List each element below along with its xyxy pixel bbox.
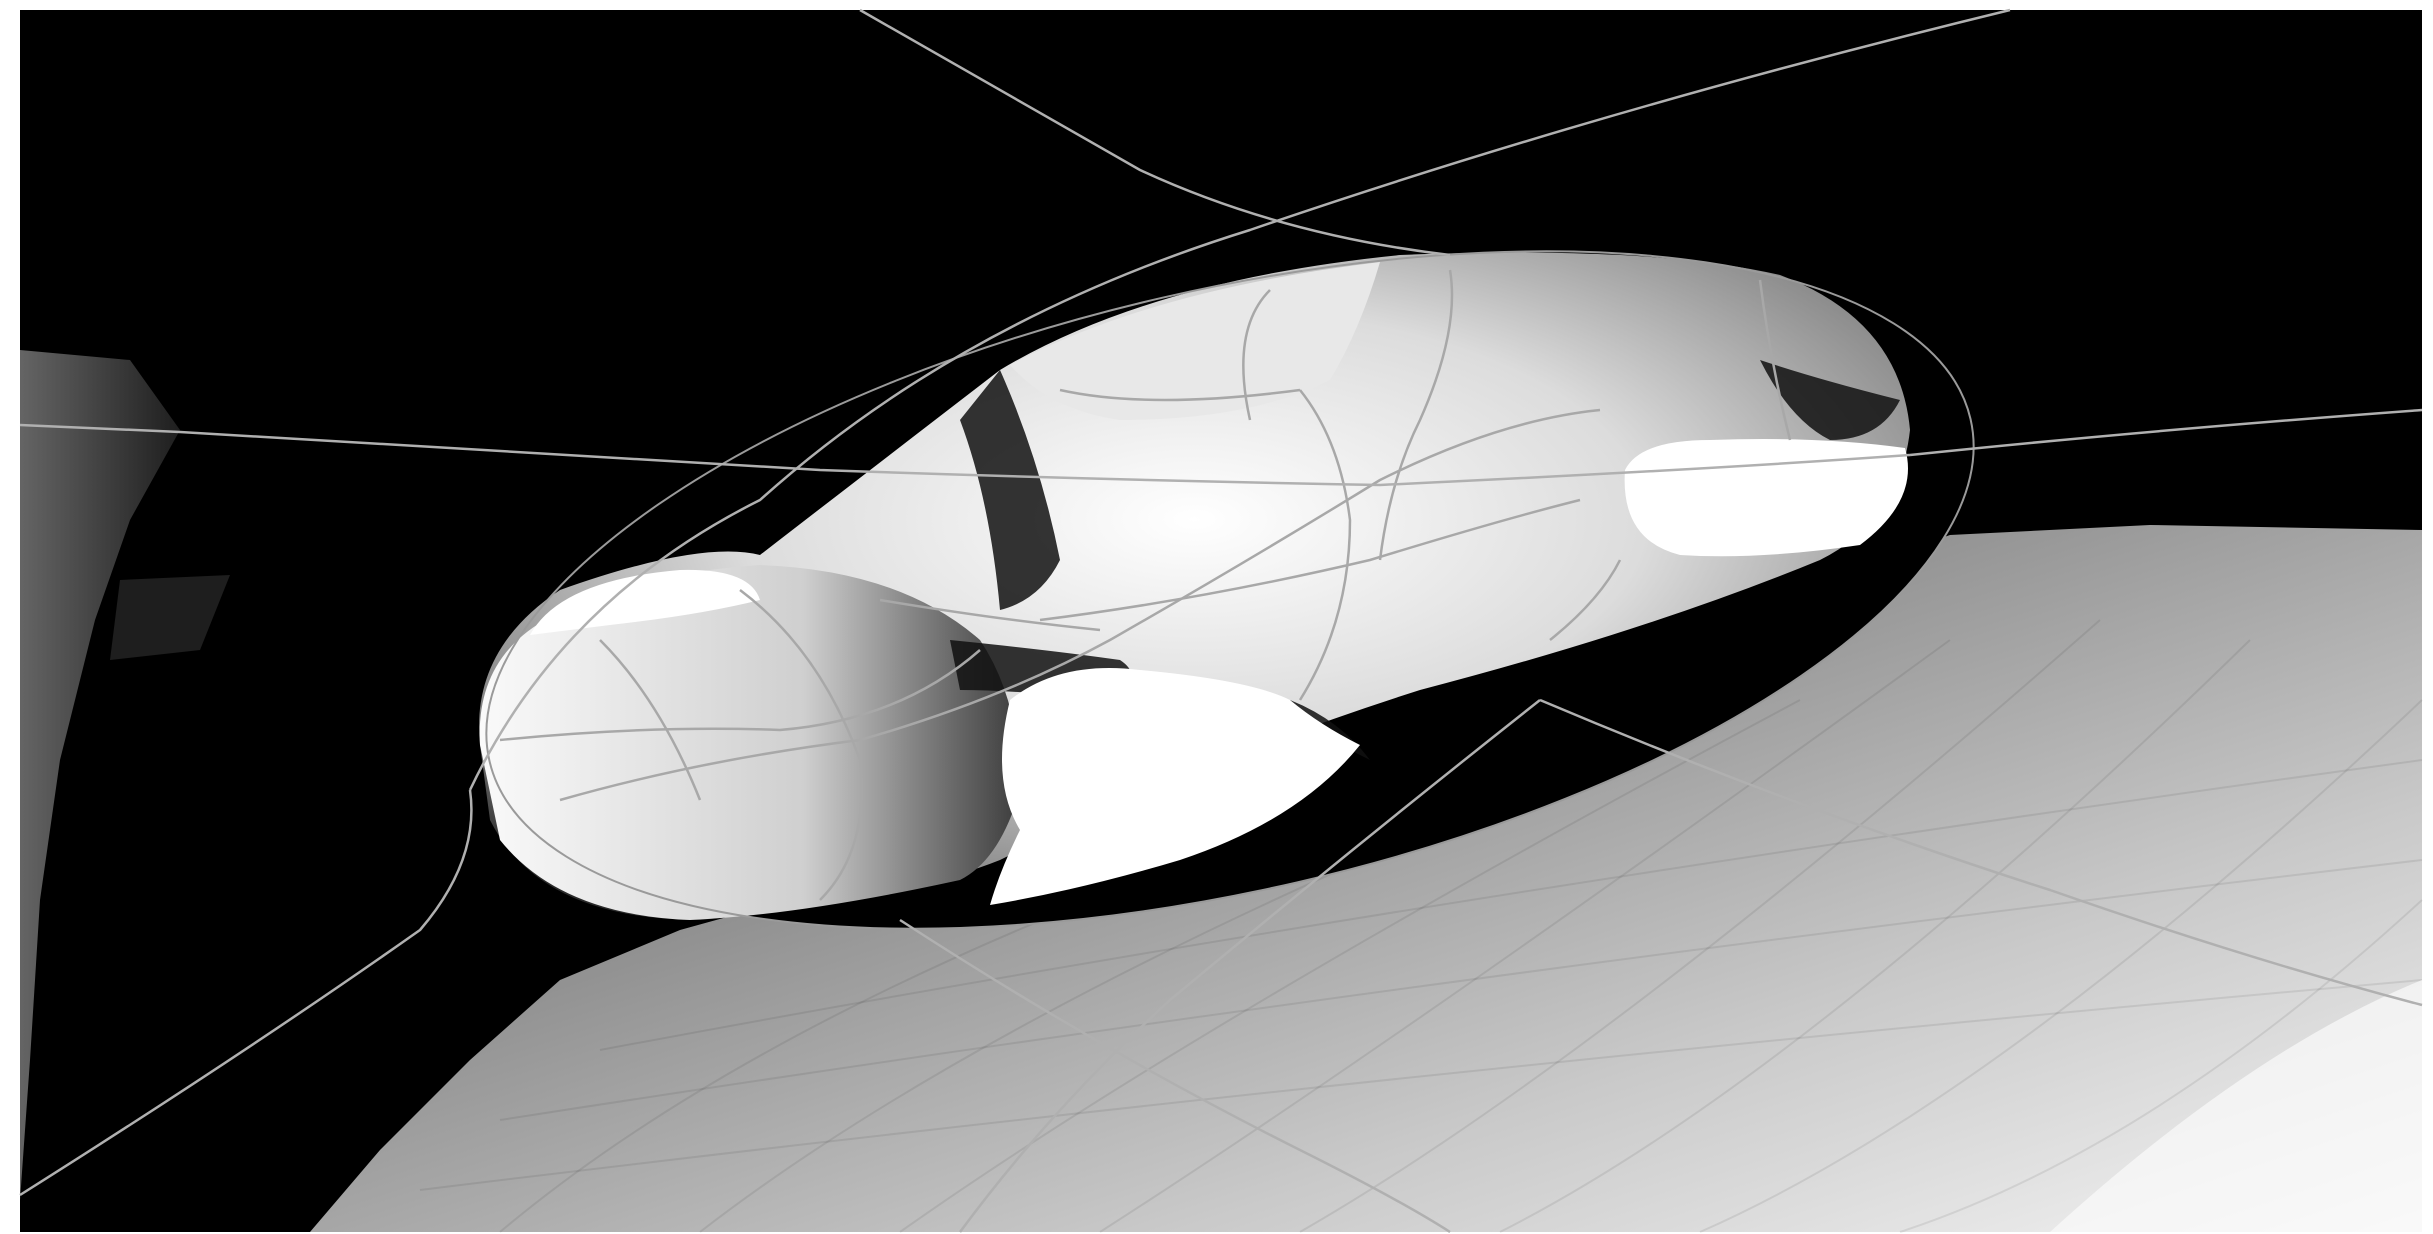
- lower-surface-sheet: [310, 525, 2422, 1232]
- guide-curves: [19, 8, 2423, 1234]
- left-sheet-band: [110, 575, 230, 660]
- lower-sheet-patches: [419, 619, 2423, 1233]
- lower-sheet-highlight: [2050, 980, 2422, 1232]
- left-lobe: [479, 565, 1021, 920]
- surface-grid-lines: [499, 269, 1792, 901]
- hole-center: [990, 668, 1360, 905]
- left-surface-sheet: [20, 350, 180, 1200]
- upper-lobe: [1010, 262, 1380, 420]
- hole-right: [1624, 439, 1908, 557]
- surface-rim: [485, 250, 1975, 930]
- hole-left: [530, 569, 760, 635]
